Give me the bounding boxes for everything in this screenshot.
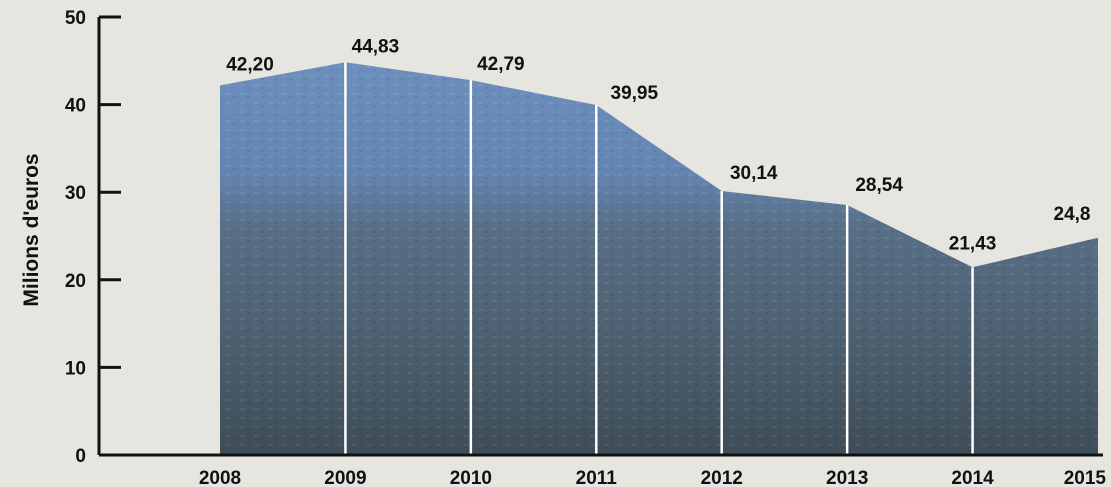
- data-labels: 42,20 44,83 42,79 39,95 30,14 28,54 21,43 24,8: [226, 36, 1090, 254]
- axes: [97, 17, 1103, 457]
- data-label-2009: 44,83: [352, 36, 400, 57]
- y-tick-label: 0: [75, 446, 86, 467]
- y-tick-label: 40: [65, 96, 86, 117]
- x-tick-label: 2010: [450, 468, 492, 487]
- data-label-2015: 24,8: [1054, 204, 1091, 225]
- year-dividers: [344, 62, 974, 455]
- y-tick-label: 50: [65, 8, 86, 29]
- data-label-2012: 30,14: [730, 163, 778, 184]
- y-tick-label: 10: [65, 358, 86, 379]
- data-label-2014: 21,43: [949, 233, 997, 254]
- y-tick-label: 20: [65, 271, 86, 292]
- data-label-2011: 39,95: [611, 83, 659, 104]
- x-tick-label: 2012: [701, 468, 743, 487]
- data-label-2010: 42,79: [477, 54, 525, 75]
- data-label-2008: 42,20: [226, 54, 274, 75]
- data-label-2013: 28,54: [855, 175, 903, 196]
- y-tick-label: 30: [65, 183, 86, 204]
- x-tick-label: 2015: [1064, 468, 1107, 487]
- area-texture: [220, 62, 1098, 456]
- x-tick-label: 2008: [199, 468, 241, 487]
- y-axis-title: Milions d'euros: [20, 153, 43, 306]
- x-tick-label: 2013: [826, 468, 868, 487]
- x-tick-label: 2011: [576, 468, 618, 487]
- x-tick-labels: 2008 2009 2010 2011 2012 2013 2014 2015: [199, 468, 1107, 487]
- area-layer: [220, 62, 1098, 456]
- x-tick-label: 2014: [951, 468, 994, 487]
- x-tick-label: 2009: [324, 468, 366, 487]
- y-ticks: 0 10 20 30 40 50: [65, 8, 121, 467]
